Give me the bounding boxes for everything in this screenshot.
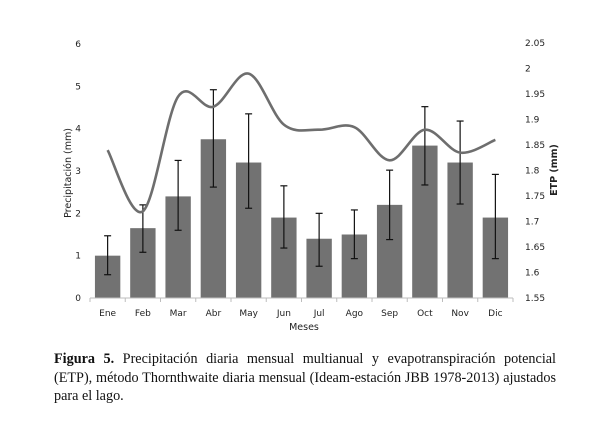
- y2-tick-label: 1.65: [525, 243, 545, 253]
- x-axis-ticks: Ene Feb Mar Abr May Jun Jul Ago Sep Oct Nov Dic: [89, 298, 514, 319]
- y-tick-label: 5: [75, 82, 81, 92]
- x-axis-title: Meses: [289, 322, 319, 333]
- y-tick-label: 2: [75, 209, 81, 219]
- precipitation-bars: [94, 139, 509, 298]
- y-tick-label: 0: [75, 294, 81, 304]
- left-y-axis-labels: 0 1 2 3 4 5 6: [75, 40, 81, 304]
- right-y-axis-labels: 1.55 1.6 1.65 1.7 1.75 1.8 1.85 1.9 1.95 2 2.05: [525, 39, 545, 304]
- y2-tick-label: 1.85: [525, 141, 545, 151]
- y2-tick-label: 1.8: [525, 167, 540, 177]
- y-tick-label: 3: [75, 167, 81, 177]
- y-tick-label: 6: [75, 40, 81, 50]
- y2-tick-label: 2: [525, 65, 531, 75]
- y2-tick-label: 1.7: [525, 218, 539, 228]
- etp-line: [106, 72, 496, 214]
- y-tick-label: 4: [75, 125, 81, 135]
- combo-chart: Ene Feb Mar Abr May Jun Jul Ago Sep Oct Nov Dic 0 1 2…: [63, 39, 560, 333]
- caption-text: Precipitación diaria mensual multianual …: [54, 351, 556, 404]
- y-tick-label: 1: [75, 252, 81, 262]
- x-tick-label: Jun: [276, 309, 291, 319]
- x-tick-label: Dic: [488, 309, 502, 319]
- x-tick-label: Abr: [206, 309, 222, 319]
- x-tick-label: Ago: [346, 309, 364, 319]
- x-tick-label: Ene: [99, 309, 116, 319]
- y2-tick-label: 1.6: [525, 269, 540, 279]
- left-y-axis-title: Precipitación (mm): [63, 128, 74, 218]
- x-tick-label: Mar: [170, 309, 187, 319]
- error-bars: [104, 89, 499, 276]
- caption-label: Figura 5.: [54, 351, 115, 367]
- figure-caption: Figura 5. Precipitación diaria mensual m…: [54, 350, 556, 406]
- y2-tick-label: 1.55: [525, 294, 545, 304]
- x-tick-label: Oct: [417, 309, 433, 319]
- y2-tick-label: 2.05: [525, 39, 545, 49]
- y2-tick-label: 1.9: [525, 116, 540, 126]
- y2-tick-label: 1.75: [525, 192, 545, 202]
- x-tick-label: May: [239, 309, 258, 319]
- y2-tick-label: 1.95: [525, 90, 545, 100]
- x-tick-label: Nov: [451, 309, 469, 319]
- x-tick-label: Jul: [313, 309, 325, 319]
- x-tick-label: Feb: [135, 309, 151, 319]
- right-y-axis-title: ETP (mm): [549, 144, 560, 196]
- x-tick-label: Sep: [381, 309, 398, 319]
